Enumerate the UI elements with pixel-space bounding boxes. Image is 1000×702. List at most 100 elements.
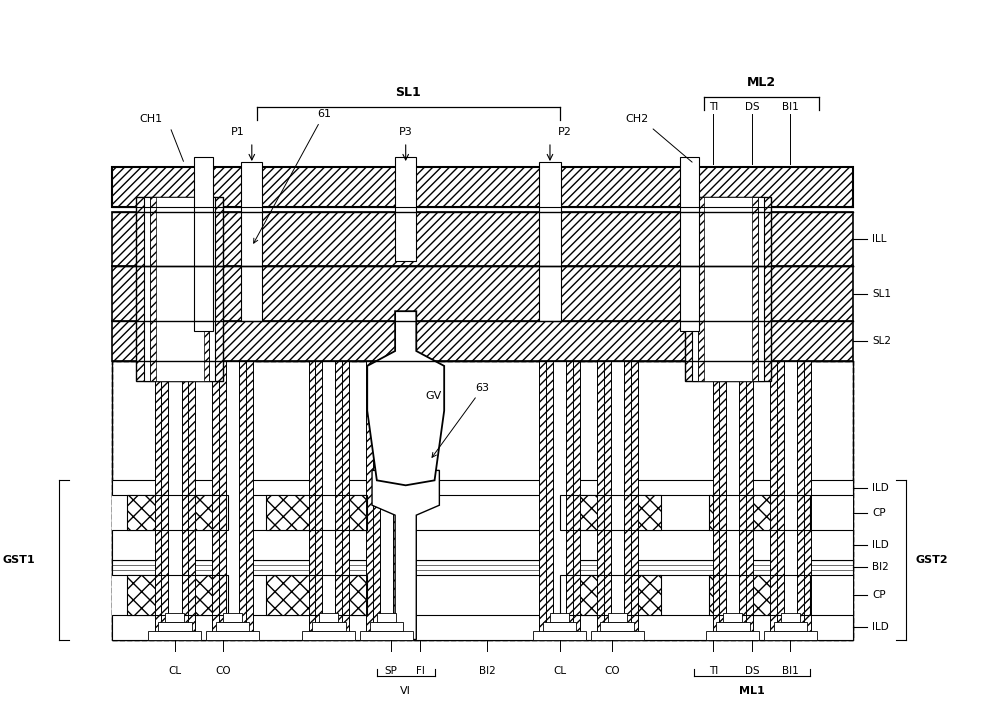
Bar: [560, 496, 661, 530]
Bar: [161, 361, 188, 640]
Bar: [206, 630, 259, 640]
Bar: [600, 621, 634, 630]
Bar: [266, 575, 367, 615]
Bar: [704, 197, 752, 381]
Text: ML2: ML2: [747, 77, 776, 89]
Text: GST1: GST1: [3, 555, 35, 565]
Text: SP: SP: [385, 666, 398, 677]
Text: P1: P1: [231, 127, 244, 137]
Text: GST2: GST2: [915, 555, 948, 565]
Text: FI: FI: [416, 666, 425, 677]
Bar: [127, 575, 228, 615]
Bar: [156, 197, 204, 381]
Bar: [709, 496, 810, 530]
Text: GV: GV: [425, 391, 441, 401]
Text: CO: CO: [605, 666, 620, 677]
Bar: [597, 361, 638, 640]
Bar: [112, 361, 853, 640]
Bar: [165, 613, 184, 621]
Text: CL: CL: [553, 666, 566, 677]
Bar: [395, 157, 416, 261]
Polygon shape: [367, 311, 444, 485]
Bar: [322, 361, 335, 640]
Text: DS: DS: [745, 666, 759, 677]
Text: ILL: ILL: [872, 234, 887, 244]
Text: P2: P2: [557, 127, 571, 137]
Bar: [698, 197, 758, 381]
Bar: [127, 496, 228, 530]
Bar: [377, 613, 396, 621]
Text: SL1: SL1: [395, 86, 421, 99]
Bar: [144, 197, 215, 381]
Bar: [112, 167, 853, 206]
Text: DS: DS: [745, 102, 759, 112]
Bar: [319, 613, 338, 621]
Bar: [226, 361, 239, 640]
Bar: [127, 496, 228, 530]
Text: BI2: BI2: [872, 562, 889, 572]
Bar: [223, 613, 242, 621]
Bar: [784, 361, 797, 640]
Text: CO: CO: [215, 666, 231, 677]
Bar: [770, 361, 811, 640]
Text: CP: CP: [872, 508, 886, 517]
Bar: [380, 361, 393, 640]
Text: ILD: ILD: [872, 483, 889, 493]
Bar: [302, 630, 355, 640]
Text: CH1: CH1: [139, 114, 162, 124]
Text: CL: CL: [168, 666, 181, 677]
Bar: [550, 613, 569, 621]
Bar: [212, 361, 253, 640]
Bar: [777, 361, 804, 640]
Bar: [560, 496, 661, 530]
Text: 61: 61: [254, 110, 331, 243]
Bar: [709, 496, 810, 530]
Bar: [216, 621, 249, 630]
Bar: [774, 621, 807, 630]
Bar: [241, 162, 262, 321]
Text: SL2: SL2: [872, 336, 891, 346]
Bar: [150, 197, 209, 381]
Text: 63: 63: [432, 383, 490, 457]
Bar: [539, 361, 580, 640]
Bar: [680, 157, 699, 331]
Text: TI: TI: [709, 102, 718, 112]
Bar: [553, 361, 566, 640]
Bar: [266, 496, 367, 530]
Bar: [373, 361, 400, 640]
Bar: [709, 575, 810, 615]
Bar: [136, 197, 223, 381]
Bar: [698, 197, 758, 381]
Bar: [539, 162, 561, 321]
Bar: [709, 575, 810, 615]
Bar: [706, 630, 759, 640]
Bar: [150, 197, 209, 381]
Bar: [312, 621, 346, 630]
Bar: [719, 361, 746, 640]
Bar: [112, 321, 853, 361]
Bar: [112, 615, 853, 640]
Bar: [543, 621, 576, 630]
Bar: [148, 630, 201, 640]
Bar: [726, 361, 739, 640]
Bar: [591, 630, 644, 640]
Text: ML1: ML1: [739, 687, 765, 696]
Bar: [112, 267, 853, 321]
Bar: [309, 361, 349, 640]
Bar: [266, 575, 367, 615]
Bar: [112, 560, 853, 575]
Text: CH2: CH2: [625, 114, 648, 124]
Bar: [608, 613, 627, 621]
Bar: [360, 630, 413, 640]
Bar: [112, 480, 853, 496]
Bar: [370, 621, 403, 630]
Bar: [685, 197, 771, 381]
Bar: [127, 575, 228, 615]
Text: ILD: ILD: [872, 540, 889, 550]
Polygon shape: [372, 470, 439, 640]
Bar: [546, 361, 573, 640]
Bar: [533, 630, 586, 640]
Bar: [604, 361, 631, 640]
Text: ILD: ILD: [872, 622, 889, 632]
Bar: [219, 361, 246, 640]
